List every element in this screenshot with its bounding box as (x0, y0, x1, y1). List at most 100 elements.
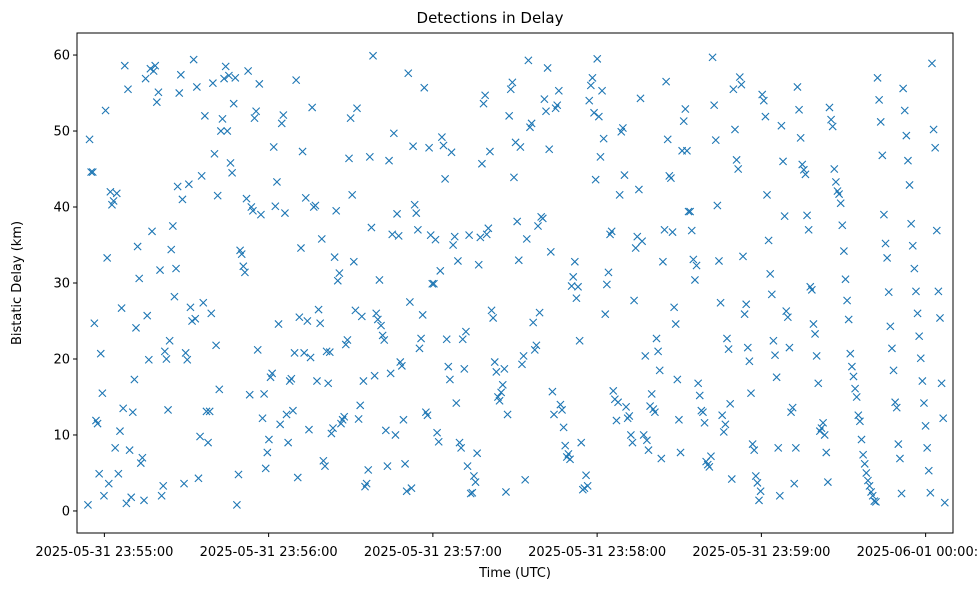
data-point-266 (509, 173, 518, 182)
data-point-258 (497, 388, 506, 397)
data-point-182 (375, 275, 384, 284)
data-point-191 (389, 129, 398, 138)
data-point-422 (759, 96, 768, 105)
data-point-420 (756, 487, 765, 496)
data-point-346 (638, 237, 647, 246)
data-point-124 (282, 410, 291, 419)
data-point-202 (407, 484, 416, 493)
data-point-142 (311, 201, 320, 210)
data-point-151 (325, 348, 334, 357)
data-point-522 (919, 399, 928, 408)
data-point-204 (410, 200, 419, 209)
data-point-14 (106, 187, 115, 196)
data-point-192 (391, 430, 400, 439)
data-point-90 (228, 168, 237, 177)
data-point-168 (353, 104, 362, 113)
data-point-305 (572, 294, 581, 303)
data-point-128 (288, 406, 297, 415)
data-point-403 (729, 85, 738, 94)
data-point-17 (111, 443, 120, 452)
data-point-405 (732, 155, 741, 164)
data-point-165 (348, 190, 357, 199)
data-point-243 (473, 449, 482, 458)
data-point-360 (660, 225, 669, 234)
x-tick-label-1: 2025-05-31 23:56:00 (200, 545, 338, 560)
data-point-431 (774, 443, 783, 452)
data-point-345 (636, 94, 645, 103)
data-point-478 (849, 372, 858, 381)
data-point-272 (519, 351, 528, 360)
data-point-436 (782, 307, 791, 316)
data-point-507 (895, 454, 904, 463)
data-point-113 (264, 435, 273, 444)
data-point-476 (846, 349, 855, 358)
data-point-42 (151, 61, 160, 70)
data-point-264 (506, 85, 515, 94)
data-point-2 (87, 168, 96, 177)
data-point-358 (657, 454, 666, 463)
data-point-428 (769, 336, 778, 345)
data-point-24 (122, 499, 131, 508)
data-point-145 (316, 319, 325, 328)
data-point-330 (612, 416, 621, 425)
chart-title: Detections in Delay (417, 9, 564, 27)
data-point-273 (521, 475, 530, 484)
data-point-313 (585, 96, 594, 105)
data-point-391 (710, 101, 719, 110)
y-tick-label-0: 0 (62, 504, 70, 519)
data-point-528 (929, 125, 938, 134)
data-point-43 (152, 98, 161, 107)
x-tick-label-2: 2025-05-31 23:57:00 (364, 545, 502, 560)
data-point-129 (290, 348, 299, 357)
data-point-460 (820, 430, 829, 439)
data-point-390 (708, 53, 717, 62)
data-point-410 (740, 310, 749, 319)
data-point-261 (501, 487, 510, 496)
data-point-445 (796, 133, 805, 142)
data-point-312 (583, 481, 592, 490)
data-point-388 (705, 462, 714, 471)
data-point-324 (602, 280, 611, 289)
data-point-244 (474, 260, 483, 269)
data-point-263 (505, 111, 514, 120)
data-point-394 (714, 256, 723, 265)
data-point-496 (878, 151, 887, 160)
data-point-170 (356, 401, 365, 410)
data-point-384 (698, 408, 707, 417)
data-point-377 (687, 226, 696, 235)
data-point-227 (447, 148, 456, 157)
data-point-57 (175, 89, 184, 98)
plot-area (76, 32, 954, 534)
data-point-320 (596, 152, 605, 161)
data-point-268 (513, 217, 522, 226)
data-point-492 (871, 497, 880, 506)
data-point-203 (409, 142, 418, 151)
data-point-85 (220, 74, 229, 83)
data-point-303 (569, 272, 578, 281)
data-point-532 (935, 313, 944, 322)
data-point-447 (799, 165, 808, 174)
data-point-13 (104, 479, 113, 488)
data-point-137 (303, 317, 312, 325)
plot-frame (76, 32, 954, 534)
data-markers (83, 51, 949, 509)
data-point-400 (724, 345, 733, 354)
data-point-48 (160, 347, 169, 356)
data-point-83 (216, 127, 225, 136)
data-point-474 (843, 296, 852, 305)
data-point-4 (90, 319, 99, 328)
data-point-8 (96, 349, 105, 358)
data-point-274 (522, 234, 531, 243)
data-point-282 (535, 308, 544, 317)
data-point-494 (875, 95, 884, 104)
data-point-341 (630, 296, 639, 305)
data-point-404 (730, 125, 739, 134)
data-point-3 (88, 168, 97, 177)
data-point-172 (359, 377, 368, 386)
data-point-127 (287, 374, 296, 383)
data-point-61 (181, 348, 190, 357)
x-tick-label-4: 2025-05-31 23:59:00 (692, 545, 830, 560)
data-point-49 (162, 354, 171, 363)
data-point-164 (346, 114, 355, 123)
data-point-210 (420, 83, 429, 92)
